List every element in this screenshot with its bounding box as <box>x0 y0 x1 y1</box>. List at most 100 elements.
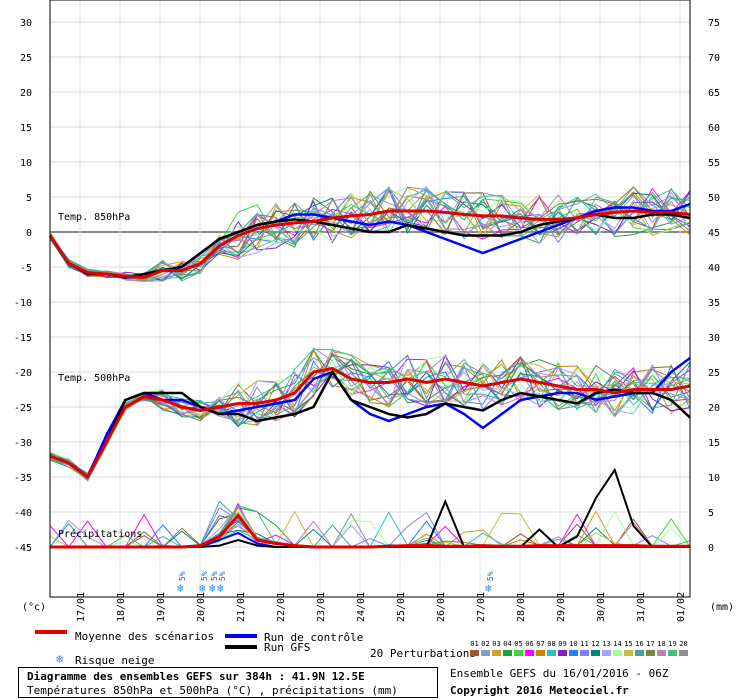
x-tick-label: 18/01 <box>116 592 127 622</box>
series-precip-2 <box>50 467 690 549</box>
left-tick-label: 25 <box>20 53 32 64</box>
left-tick-label: -40 <box>14 508 32 519</box>
series-precip-0 <box>50 513 690 549</box>
left-tick-label: 10 <box>20 158 32 169</box>
snow-risk-label: 5% <box>200 571 209 581</box>
perturbation-precip-line <box>50 506 691 548</box>
perturbation-color-swatch <box>591 650 600 656</box>
left-tick-label: -20 <box>14 368 32 379</box>
snowflake-icon: ❄ <box>485 582 492 595</box>
x-tick-label: 22/01 <box>276 592 287 622</box>
x-tick-label: 19/01 <box>156 592 167 622</box>
perturbation-line <box>49 190 691 278</box>
x-tick-label: 25/01 <box>396 592 407 622</box>
footer-box: Diagramme des ensembles GEFS sur 384h : … <box>18 667 438 698</box>
left-tick-label: -10 <box>14 298 32 309</box>
chart-axes: 302520151050-5-10-15-20-25-30-35-40-4575… <box>14 0 720 622</box>
perturbation-color-swatch <box>646 650 655 656</box>
right-tick-label: 45 <box>708 228 720 239</box>
perturbation-number: 12 <box>591 640 600 648</box>
perturbation-number: 18 <box>657 640 666 648</box>
perturbation-precip-line <box>49 500 691 548</box>
perturbation-number: 15 <box>624 640 633 648</box>
x-tick-label: 31/01 <box>636 592 647 622</box>
perturbation-color-swatch <box>481 650 490 656</box>
perturbation-color-swatch <box>492 650 501 656</box>
x-tick-label: 24/01 <box>356 592 367 622</box>
perturbation-color-swatch <box>514 650 523 656</box>
snowflake-icon: ❄ <box>199 582 206 595</box>
right-tick-label: 20 <box>708 403 720 414</box>
series-500-2 <box>49 369 691 479</box>
snow-risk-label: 5% <box>486 571 495 581</box>
right-axis-unit: (mm) <box>710 602 734 613</box>
right-tick-label: 35 <box>708 298 720 309</box>
series-500-0 <box>49 366 691 480</box>
perturbation-line <box>49 357 691 475</box>
perturbation-line <box>49 190 691 282</box>
right-tick-label: 55 <box>708 158 720 169</box>
perturbation-line <box>49 360 691 475</box>
perturbation-number: 19 <box>668 640 677 648</box>
perturbation-color-swatch <box>503 650 512 656</box>
perturbation-precip-line <box>49 502 691 548</box>
left-tick-label: 15 <box>20 123 32 134</box>
perturbation-precip-line <box>50 507 691 548</box>
x-tick-label: 01/02 <box>676 592 687 622</box>
left-tick-label: 30 <box>20 18 32 29</box>
left-tick-label: -45 <box>14 543 32 554</box>
perturbation-number: 02 <box>481 640 490 648</box>
perturbation-line <box>49 353 691 476</box>
footer-copyright: Copyright 2016 Meteociel.fr <box>450 684 629 697</box>
perturbation-color-swatch <box>470 650 479 656</box>
perturbation-color-swatch <box>547 650 556 656</box>
perturbation-color-swatch <box>668 650 677 656</box>
snowflake-icon: ❄ <box>209 582 216 595</box>
x-tick-label: 30/01 <box>596 592 607 622</box>
perturbation-line <box>49 359 691 477</box>
footer-subtitle: Températures 850hPa et 500hPa (°C) , pré… <box>27 684 398 697</box>
perturbation-color-swatch <box>569 650 578 656</box>
perturbation-number: 08 <box>547 640 556 648</box>
perturbation-line <box>49 189 691 280</box>
snow-risk-label: 5% <box>218 571 227 581</box>
perturbation-lines <box>49 185 691 548</box>
perturbation-number: 16 <box>635 640 644 648</box>
right-tick-label: 5 <box>708 508 714 519</box>
perturbation-color-swatch <box>602 650 611 656</box>
perturbation-line <box>49 355 691 478</box>
right-tick-label: 50 <box>708 193 720 204</box>
legend-swatch-gfs <box>225 645 257 649</box>
x-tick-label: 28/01 <box>516 592 527 622</box>
right-tick-label: 75 <box>708 18 720 29</box>
left-tick-label: 0 <box>26 228 32 239</box>
right-tick-label: 10 <box>708 473 720 484</box>
x-tick-label: 29/01 <box>556 592 567 622</box>
perturbation-number: 01 <box>470 640 479 648</box>
right-tick-label: 60 <box>708 123 720 134</box>
perturbation-number: 20 <box>679 640 688 648</box>
x-tick-label: 17/01 <box>76 592 87 622</box>
legend-snow: Risque neige <box>75 654 155 667</box>
perturbation-color-swatch <box>624 650 633 656</box>
right-tick-label: 25 <box>708 368 720 379</box>
perturbation-line <box>49 187 691 282</box>
perturbation-color-swatch <box>679 650 688 656</box>
perturbation-color-swatch <box>635 650 644 656</box>
perturbation-number: 06 <box>525 640 534 648</box>
legend-control: Run de contrôle <box>264 631 364 644</box>
footer-ensemble: Ensemble GEFS du 16/01/2016 - 06Z <box>450 667 669 680</box>
snow-risk-label: 5% <box>178 571 187 581</box>
perturbation-line <box>49 349 691 477</box>
panel-label-500: Temp. 500hPa <box>58 373 130 384</box>
left-tick-label: 20 <box>20 88 32 99</box>
perturbation-number: 07 <box>536 640 545 648</box>
x-tick-label: 26/01 <box>436 592 447 622</box>
x-tick-label: 21/01 <box>236 592 247 622</box>
right-tick-label: 70 <box>708 53 720 64</box>
perturbation-color-swatch <box>558 650 567 656</box>
perturbation-number: 04 <box>503 640 512 648</box>
x-tick-label: 20/01 <box>196 592 207 622</box>
left-tick-label: -15 <box>14 333 32 344</box>
